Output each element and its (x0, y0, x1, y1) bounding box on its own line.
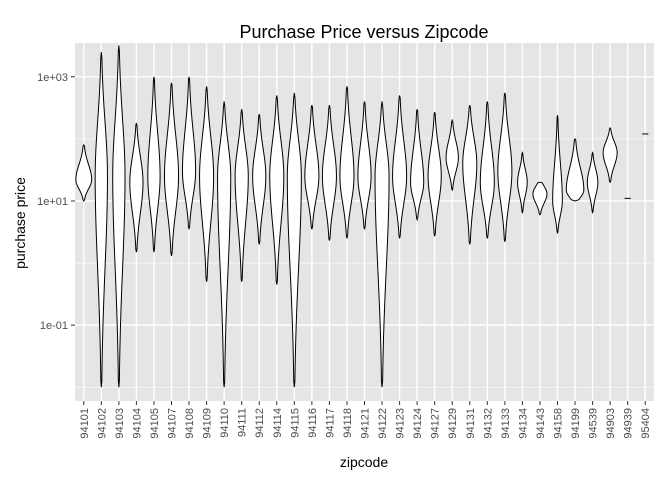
violin (199, 86, 215, 282)
violin (112, 45, 126, 388)
violin (94, 52, 108, 388)
x-tick-label: 94110 (219, 408, 231, 438)
violin (217, 101, 232, 388)
violin (497, 92, 513, 242)
violin (147, 76, 161, 253)
x-axis-title: zipcode (340, 454, 388, 470)
violin (374, 101, 390, 388)
x-tick-label: 94114 (272, 408, 284, 438)
x-tick-label: 94101 (79, 408, 91, 439)
violin (445, 118, 459, 192)
violin (339, 86, 355, 239)
x-tick-label: 94121 (360, 408, 372, 439)
x-tick-label: 94143 (535, 408, 547, 439)
violin (304, 104, 320, 230)
x-tick-label: 94105 (149, 408, 161, 439)
violin (392, 95, 408, 239)
violin (479, 101, 495, 239)
x-axis: 94101 94102 94103 94104 94105 94107 94108 94109… (79, 401, 652, 439)
x-tick-label: 94115 (289, 408, 301, 438)
y-tick-label: 1e-01 (40, 320, 68, 332)
violin (427, 111, 442, 237)
violin (532, 181, 548, 216)
x-tick-label: 94103 (114, 408, 126, 439)
x-tick-label: 94107 (167, 408, 179, 439)
x-tick-label: 94129 (447, 408, 459, 439)
x-tick-label: 94134 (517, 408, 529, 439)
x-tick-label: 94102 (96, 408, 108, 439)
violin (252, 114, 267, 245)
violin (75, 143, 93, 202)
y-axis-title: purchase price (12, 177, 28, 269)
y-axis: 1e-01 1e+01 1e+03 (37, 72, 75, 332)
x-tick-label: 94104 (131, 408, 143, 439)
violins (75, 45, 649, 388)
violin (552, 115, 563, 234)
violin (286, 92, 302, 388)
x-tick-label: 94539 (588, 408, 600, 439)
x-tick-label: 94108 (184, 408, 196, 439)
violin (129, 122, 144, 253)
violin (357, 101, 372, 230)
y-tick-label: 1e+01 (37, 196, 68, 208)
x-tick-label: 94127 (430, 408, 442, 439)
x-tick-label: 94117 (324, 408, 336, 438)
y-tick-label: 1e+03 (37, 72, 68, 84)
violin (321, 104, 337, 241)
x-tick-label: 94903 (605, 408, 617, 439)
x-tick-label: 94123 (395, 408, 407, 439)
x-tick-label: 94112 (254, 408, 266, 438)
violin (602, 126, 618, 184)
violin (565, 137, 585, 202)
x-tick-label: 94118 (342, 408, 354, 438)
violin (410, 109, 425, 222)
x-tick-label: 94158 (553, 408, 565, 439)
chart-title: Purchase Price versus Zipcode (239, 22, 488, 42)
x-tick-label: 94109 (202, 408, 214, 439)
violin (181, 76, 197, 230)
violin (269, 95, 285, 285)
x-tick-label: 95404 (640, 408, 652, 439)
x-tick-label: 94111 (237, 408, 249, 437)
x-tick-label: 94124 (412, 408, 424, 439)
x-tick-label: 94133 (500, 408, 512, 439)
x-tick-label: 94939 (623, 408, 635, 439)
violin (462, 104, 478, 245)
x-tick-label: 94132 (482, 408, 494, 439)
x-tick-label: 94122 (377, 408, 389, 439)
violin (586, 151, 599, 214)
violin (163, 82, 180, 257)
violin (234, 109, 249, 282)
x-tick-label: 94116 (307, 408, 319, 438)
x-tick-label: 94199 (570, 408, 582, 439)
violin (517, 151, 528, 215)
x-tick-label: 94131 (465, 408, 477, 439)
